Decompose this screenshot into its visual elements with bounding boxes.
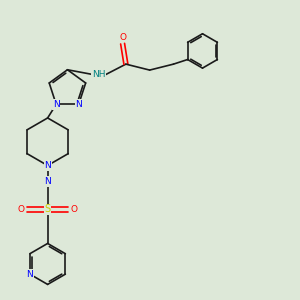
Text: N: N <box>44 177 51 186</box>
Text: N: N <box>75 100 82 109</box>
Text: NH: NH <box>92 70 106 79</box>
Text: N: N <box>44 161 51 170</box>
Text: N: N <box>26 270 33 279</box>
Text: N: N <box>53 100 60 109</box>
Text: O: O <box>70 205 77 214</box>
Text: O: O <box>18 205 25 214</box>
Text: O: O <box>119 33 126 42</box>
Text: S: S <box>45 204 51 214</box>
